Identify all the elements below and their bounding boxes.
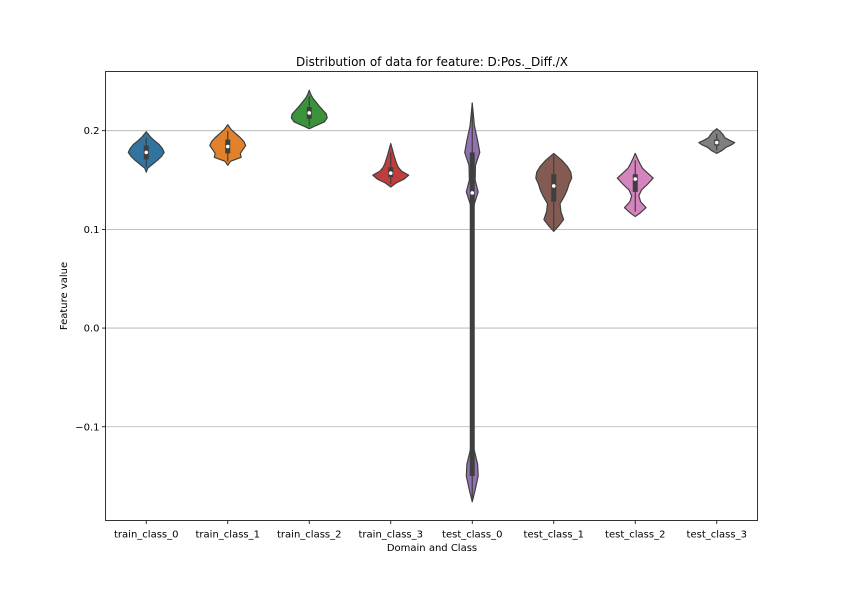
x-tick-label: train_class_1 — [196, 530, 260, 541]
iqr-box-test_class_1 — [551, 174, 557, 202]
chart-title: Distribution of data for feature: D:Pos.… — [296, 55, 568, 69]
x-tick-label: test_class_1 — [524, 530, 584, 541]
median-dot-train_class_0 — [144, 150, 149, 155]
x-tick-label: train_class_2 — [277, 530, 341, 541]
y-axis-ticks: −0.1 0.0 0.1 0.2 — [75, 126, 106, 433]
y-tick-label: 0.1 — [84, 225, 100, 236]
median-dot-train_class_3 — [388, 171, 393, 175]
y-tick-label: −0.1 — [75, 422, 99, 433]
y-axis-label: Feature value — [59, 262, 70, 330]
violins — [127, 89, 736, 503]
y-tick-label: 0.0 — [84, 324, 100, 335]
x-tick-label: test_class_0 — [442, 530, 502, 541]
x-tick-label: test_class_3 — [687, 530, 747, 541]
median-dot-train_class_2 — [307, 111, 312, 115]
x-tick-label: train_class_3 — [359, 530, 423, 541]
median-dot-test_class_0 — [470, 191, 475, 195]
x-tick-label: train_class_0 — [114, 530, 178, 541]
y-tick-label: 0.2 — [84, 126, 100, 137]
iqr-box-test_class_2 — [632, 174, 638, 192]
median-dot-train_class_1 — [225, 144, 230, 149]
x-tick-label: test_class_2 — [605, 530, 665, 541]
x-axis-ticks: train_class_0 train_class_1 train_class_2 t… — [114, 520, 747, 541]
iqr-box-test_class_0 — [469, 152, 475, 477]
plot-frame — [105, 71, 758, 521]
median-dot-test_class_2 — [633, 177, 638, 181]
median-dot-test_class_3 — [714, 140, 719, 145]
median-dot-test_class_1 — [551, 184, 556, 188]
x-axis-label: Domain and Class — [387, 543, 477, 554]
gridlines — [105, 130, 758, 428]
